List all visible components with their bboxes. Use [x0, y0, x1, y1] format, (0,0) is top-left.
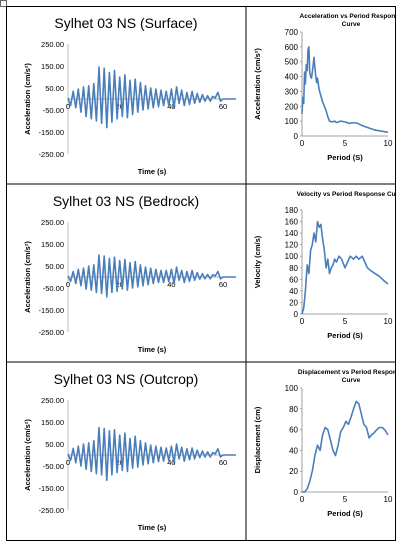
chart-title-line2: Curve [342, 377, 361, 384]
x-tick-label: 20 [116, 458, 124, 467]
x-tick-label: 40 [167, 280, 175, 289]
y-tick-label: 250.00 [41, 396, 64, 405]
x-axis-label: Period (S) [327, 509, 363, 518]
y-tick-label: 250.00 [41, 218, 64, 227]
y-tick-label: 600 [285, 43, 299, 52]
x-axis-label: Time (s) [138, 345, 167, 354]
x-tick-label: 5 [343, 139, 348, 148]
y-tick-label: 180 [285, 206, 299, 215]
table-move-handle[interactable] [0, 0, 7, 7]
chart-title: Velocity vs Period Response Curve [297, 191, 396, 198]
y-tick-label: 100 [285, 384, 299, 393]
y-tick-label: 20 [289, 467, 298, 476]
y-tick-label: -50.00 [43, 106, 64, 115]
x-tick-label: 60 [219, 280, 227, 289]
x-tick-label: 20 [116, 280, 124, 289]
x-tick-label: 0 [300, 139, 305, 148]
table-border [6, 6, 396, 541]
y-tick-label: 0 [294, 310, 299, 319]
series-line [67, 254, 236, 298]
y-tick-label: 40 [289, 446, 298, 455]
y-tick-label: 60 [289, 426, 298, 435]
series-line [67, 426, 236, 482]
y-tick-label: 150.00 [41, 418, 64, 427]
y-tick-label: 200 [285, 102, 299, 111]
y-tick-label: 50.00 [45, 84, 64, 93]
y-tick-label: -150.00 [39, 306, 64, 315]
y-axis-label: Acceleration (cm/s²) [23, 241, 32, 313]
y-tick-label: 150.00 [41, 240, 64, 249]
y-tick-label: -250.00 [39, 328, 64, 337]
y-tick-label: 400 [285, 73, 299, 82]
x-axis-label: Time (s) [138, 167, 167, 176]
y-tick-label: 250.00 [41, 40, 64, 49]
y-tick-label: 20 [289, 298, 298, 307]
x-tick-label: 10 [384, 495, 393, 504]
y-tick-label: 50.00 [45, 262, 64, 271]
chart-0: Sylhet 03 NS (Surface) 250.00 150.00 50.00 -… [23, 15, 236, 176]
x-axis-label: Period (S) [327, 331, 363, 340]
y-axis-label: Acceleration (cm/s²) [253, 48, 262, 120]
y-tick-label: 160 [285, 218, 299, 227]
figure-table: Sylhet 03 NS (Surface) 250.00 150.00 50.00 -… [6, 6, 396, 541]
x-tick-label: 0 [300, 495, 305, 504]
x-tick-label: 0 [66, 102, 70, 111]
x-tick-label: 60 [219, 458, 227, 467]
y-tick-label: 140 [285, 229, 299, 238]
x-tick-label: 60 [219, 102, 227, 111]
series-line [302, 400, 389, 493]
chart-2: Sylhet 03 NS (Bedrock) 250.00 150.00 50.00 -… [23, 193, 236, 354]
y-tick-label: -150.00 [39, 128, 64, 137]
series-line [301, 220, 389, 315]
y-tick-label: -150.00 [39, 484, 64, 493]
chart-4: Sylhet 03 NS (Outcrop) 250.00 150.00 50.00 -… [23, 371, 236, 532]
x-tick-label: 0 [300, 317, 305, 326]
x-tick-label: 20 [116, 102, 124, 111]
y-tick-label: -50.00 [43, 462, 64, 471]
chart-title: Sylhet 03 NS (Outcrop) [54, 371, 199, 387]
chart-title: Acceleration vs Period Response [300, 13, 396, 20]
y-tick-label: -250.00 [39, 150, 64, 159]
x-tick-label: 40 [167, 458, 175, 467]
x-tick-label: 5 [343, 495, 348, 504]
y-tick-label: 150.00 [41, 62, 64, 71]
chart-title: Sylhet 03 NS (Surface) [54, 15, 197, 31]
y-tick-label: 80 [289, 264, 298, 273]
y-axis-label: Velocity (cm/s) [253, 235, 262, 288]
series-line [301, 46, 389, 134]
y-tick-label: -50.00 [43, 284, 64, 293]
y-tick-label: 100 [285, 252, 299, 261]
y-tick-label: 0 [294, 488, 299, 497]
y-tick-label: 300 [285, 87, 299, 96]
x-tick-label: 10 [384, 317, 393, 326]
y-tick-label: 60 [289, 275, 298, 284]
x-axis-label: Time (s) [138, 523, 167, 532]
series-line [67, 66, 236, 129]
y-axis-label: Acceleration (cm/s²) [23, 419, 32, 491]
y-axis-label: Acceleration (cm/s²) [23, 63, 32, 135]
y-tick-label: 80 [289, 405, 298, 414]
y-tick-label: 0 [294, 132, 299, 141]
y-tick-label: 50.00 [45, 440, 64, 449]
y-tick-label: -250.00 [39, 506, 64, 515]
chart-title-line2: Curve [342, 21, 361, 28]
y-tick-label: 120 [285, 241, 299, 250]
x-tick-label: 5 [343, 317, 348, 326]
chart-title: Sylhet 03 NS (Bedrock) [53, 193, 199, 209]
x-tick-label: 0 [66, 458, 70, 467]
y-tick-label: 40 [289, 287, 298, 296]
x-axis-label: Period (S) [327, 153, 363, 162]
x-tick-label: 10 [384, 139, 393, 148]
y-tick-label: 500 [285, 58, 299, 67]
chart-title: Displacement vs Period Response [298, 369, 396, 376]
x-tick-label: 0 [66, 280, 70, 289]
y-tick-label: 700 [285, 28, 299, 37]
chart-3: Velocity vs Period Response Curve 180 160 1… [253, 191, 396, 340]
chart-5: Displacement vs Period ResponseCurve1008… [253, 369, 396, 518]
x-tick-label: 40 [167, 102, 175, 111]
y-axis-label: Displacement (cm) [253, 406, 262, 473]
y-tick-label: 100 [285, 117, 299, 126]
